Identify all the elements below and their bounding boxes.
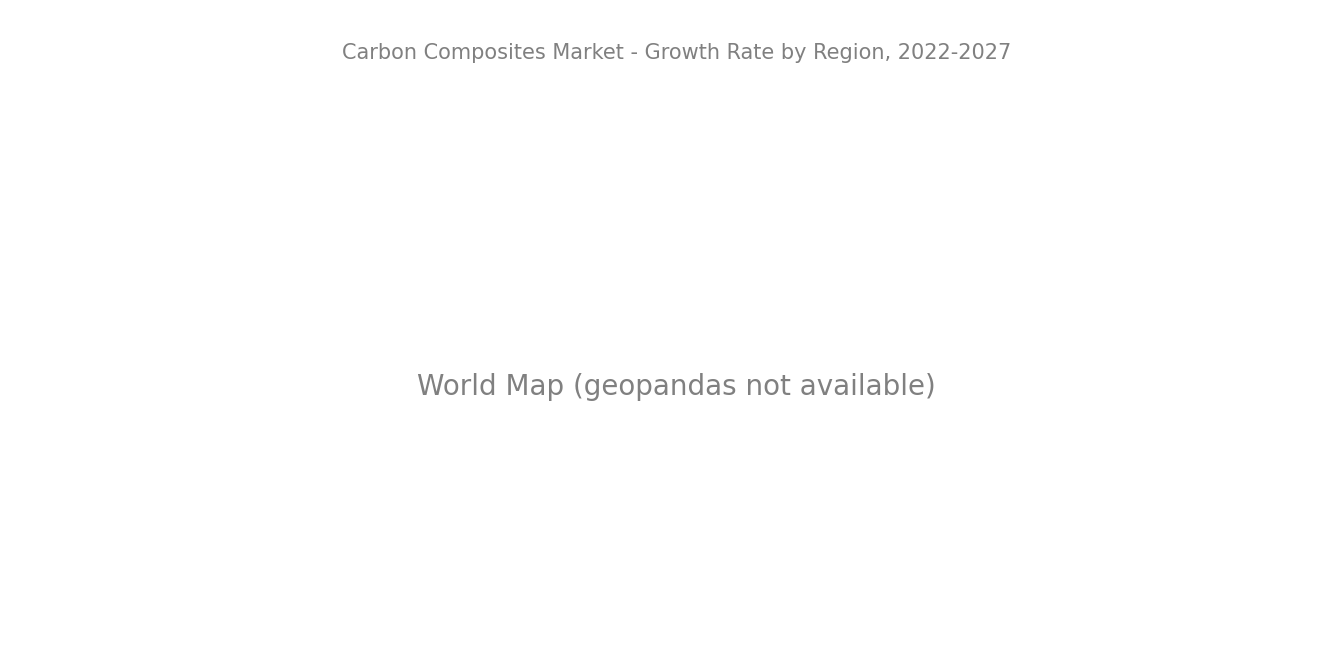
- Text: World Map (geopandas not available): World Map (geopandas not available): [417, 373, 936, 401]
- Title: Carbon Composites Market - Growth Rate by Region, 2022-2027: Carbon Composites Market - Growth Rate b…: [342, 43, 1011, 63]
